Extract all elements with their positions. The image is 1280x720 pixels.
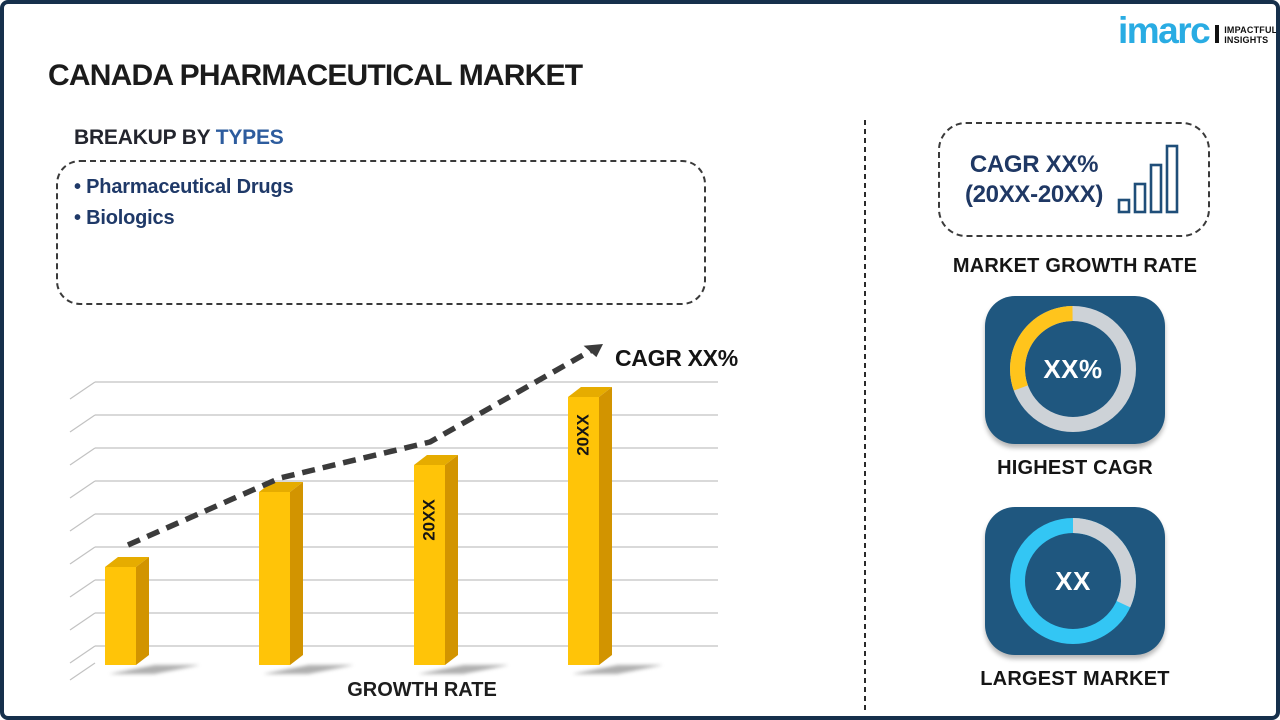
largest-market-card: XX — [985, 507, 1165, 655]
breakup-dashed-box — [56, 160, 706, 305]
bar-year1 — [105, 557, 149, 665]
breakup-heading: BREAKUP BY TYPES — [74, 126, 284, 150]
growth-bars-icon — [1117, 144, 1179, 213]
largest-market-value: XX — [1055, 566, 1091, 596]
growth-rate-bar-chart: 20XX 20XX CAGR XX% GROWTH RATE — [69, 344, 738, 700]
highest-cagr-label: HIGHEST CAGR — [997, 457, 1153, 479]
highest-cagr-value: XX% — [1043, 354, 1102, 384]
bar-year3: 20XX — [414, 455, 458, 665]
breakup-heading-prefix: BREAKUP BY — [74, 126, 216, 149]
chart-gridlines — [69, 381, 718, 681]
cagr-box-line1: CAGR XX% — [969, 150, 1099, 178]
highest-cagr-card: XX% — [985, 296, 1165, 444]
logo-divider-bar — [1215, 25, 1220, 43]
bar-year4: 20XX — [568, 387, 612, 665]
trend-label: CAGR XX% — [615, 345, 738, 371]
list-item: Biologics — [74, 203, 293, 234]
chart-xlabel: GROWTH RATE — [347, 679, 497, 700]
bar-shadows — [109, 665, 663, 674]
imarc-logo: imarc IMPACTFUL INSIGHTS — [1118, 12, 1277, 50]
breakup-list: Pharmaceutical Drugs Biologics — [74, 172, 293, 234]
bar-year3-label: 20XX — [419, 499, 438, 541]
breakup-heading-highlight: TYPES — [215, 126, 284, 149]
largest-market-donut: XX — [1010, 518, 1136, 644]
logo-tagline: IMPACTFUL INSIGHTS — [1224, 25, 1277, 45]
market-growth-rate-label: MARKET GROWTH RATE — [952, 255, 1198, 277]
trend-arrowhead-icon — [583, 344, 603, 358]
logo-tagline-line1: IMPACTFUL — [1224, 25, 1278, 35]
logo-tagline-line2: INSIGHTS — [1224, 35, 1269, 45]
cagr-box-text: CAGR XX% (20XX-20XX) — [965, 150, 1103, 210]
list-item: Pharmaceutical Drugs — [74, 172, 293, 203]
cagr-dashed-box: CAGR XX% (20XX-20XX) — [938, 122, 1210, 237]
highest-cagr-donut: XX% — [1010, 306, 1136, 432]
page-title: CANADA PHARMACEUTICAL MARKET — [48, 59, 583, 92]
bar-year4-label: 20XX — [573, 414, 592, 456]
largest-market-label: LARGEST MARKET — [980, 668, 1170, 690]
imarc-logo-wordmark: imarc — [1118, 10, 1211, 51]
trend-arrow — [126, 344, 603, 548]
section-divider — [864, 120, 866, 710]
cagr-box-line2: (20XX-20XX) — [964, 180, 1104, 208]
bar-year2 — [259, 482, 303, 665]
